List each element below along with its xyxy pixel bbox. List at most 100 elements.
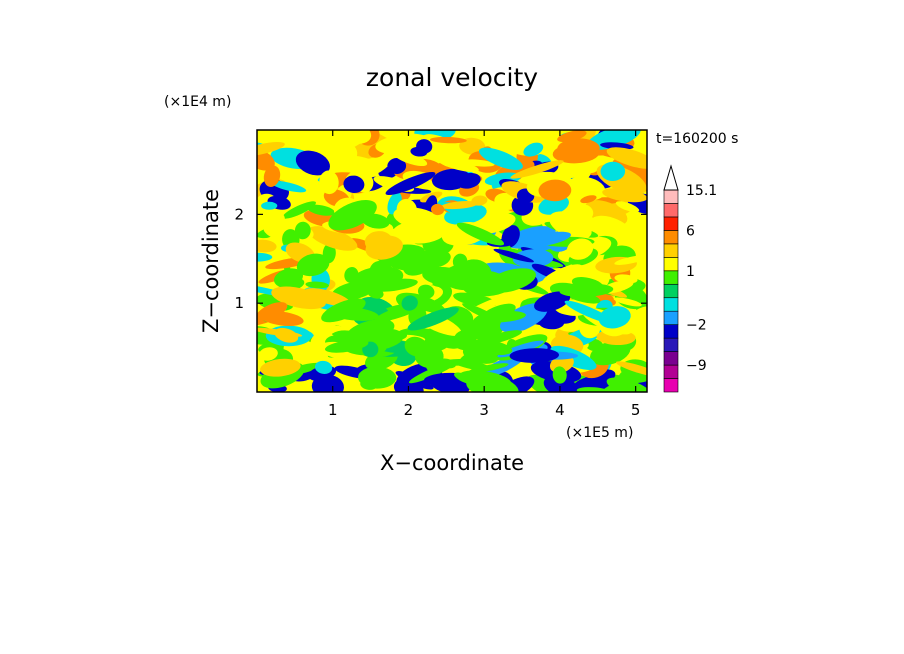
contour-halo (452, 169, 485, 192)
contour-patch (432, 261, 480, 287)
y-axis-label: Z−coordinate (199, 189, 223, 333)
contour-patch (587, 130, 641, 150)
contour-patch (542, 264, 583, 285)
contour-patch (430, 136, 467, 144)
contour-patch (600, 161, 626, 182)
contour-patch (440, 201, 479, 210)
contour-patch (616, 361, 647, 378)
contour-patch (532, 130, 554, 138)
contour-patch (367, 287, 384, 299)
y-tick-label: 2 (234, 205, 244, 223)
contour-patch (606, 147, 647, 169)
colorbar-band (663, 378, 679, 393)
contour-patch (591, 215, 631, 238)
contour-halo (407, 145, 430, 159)
heatmap-field (249, 130, 647, 392)
contour-patch (510, 160, 564, 179)
contour-patch (307, 204, 336, 216)
contour-patch (499, 302, 548, 333)
time-label: t=160200 s (656, 131, 738, 147)
x-axis-ticks: 1 2 3 4 5 (328, 130, 640, 419)
colorbar-band (663, 189, 679, 204)
contour-patch (257, 302, 288, 321)
contour-patch (308, 226, 358, 251)
contour-patch (358, 366, 397, 389)
x-tick-label: 5 (631, 401, 641, 419)
contour-patch (260, 358, 301, 377)
contour-patch (589, 340, 631, 366)
contour-patch (524, 231, 571, 247)
contour-patch (571, 277, 605, 293)
contour-patch (257, 130, 286, 147)
colorbar-band (663, 243, 679, 258)
contour-patch (387, 157, 407, 175)
contour-patch (407, 307, 459, 331)
contour-patch (321, 298, 366, 323)
contour-patch (493, 248, 534, 263)
contour-patch (500, 376, 535, 392)
colorbar-label: −9 (686, 358, 707, 374)
colorbar-band (663, 364, 679, 379)
contour-patch (630, 306, 647, 328)
contour-patch (324, 339, 369, 353)
contour-patch (440, 152, 460, 167)
x-tick-label: 1 (328, 401, 338, 419)
contour-patch (596, 269, 610, 287)
colorbar-label: 15.1 (686, 183, 717, 199)
contour-patch (314, 360, 333, 374)
contour-halo (424, 136, 474, 145)
contour-halo (249, 301, 295, 322)
contour-patch (486, 268, 536, 293)
plot-frame (256, 129, 648, 393)
heatmap-blobs (249, 130, 647, 392)
contour-patch (390, 332, 408, 341)
contour-patch (454, 372, 476, 385)
contour-halo (577, 194, 600, 204)
y-axis-ticks: 12 (234, 205, 647, 312)
contour-patch (523, 142, 544, 157)
colorbar-band (663, 203, 679, 218)
contour-patch (393, 207, 445, 232)
contour-patch (493, 197, 509, 218)
contour-patch (471, 195, 488, 206)
contour-patch (328, 200, 377, 231)
colorbar-band (663, 337, 679, 352)
contour-patch (543, 374, 577, 392)
contour-patch (606, 377, 647, 392)
contour-patch (483, 221, 511, 230)
contour-patch (350, 266, 404, 292)
contour-patch (468, 363, 509, 373)
contour-patch (417, 284, 435, 299)
x-tick-label: 3 (479, 401, 489, 419)
contour-patch (613, 297, 642, 307)
contour-patch (575, 204, 594, 221)
contour-patch (512, 249, 554, 268)
contour-patch (468, 339, 513, 356)
contour-patch (509, 348, 559, 363)
contour-patch (305, 281, 329, 289)
contour-patch (410, 146, 428, 157)
contour-patch (472, 292, 519, 311)
contour-halo (429, 201, 447, 218)
colorbar-label: 1 (686, 264, 695, 280)
colorbar-extend-arrow (663, 164, 679, 191)
contour-patch (265, 210, 285, 226)
contour-patch (401, 295, 418, 311)
contour-halo (340, 171, 368, 197)
contour-halo (374, 175, 447, 191)
contour-patch (557, 130, 587, 143)
contour-patch (431, 203, 445, 216)
colorbar-band (663, 297, 679, 312)
contour-patch (478, 147, 523, 170)
contour-patch (296, 253, 330, 277)
contour-halo (485, 251, 542, 260)
contour-patch (456, 172, 481, 189)
contour-patch (343, 175, 365, 194)
x-scale-label: (×1E5 m) (566, 425, 633, 441)
colorbar-band (663, 270, 679, 285)
contour-patch (257, 149, 275, 171)
contour-halo (261, 160, 282, 193)
x-tick-label: 2 (404, 401, 414, 419)
chart-title: zonal velocity (366, 63, 538, 92)
